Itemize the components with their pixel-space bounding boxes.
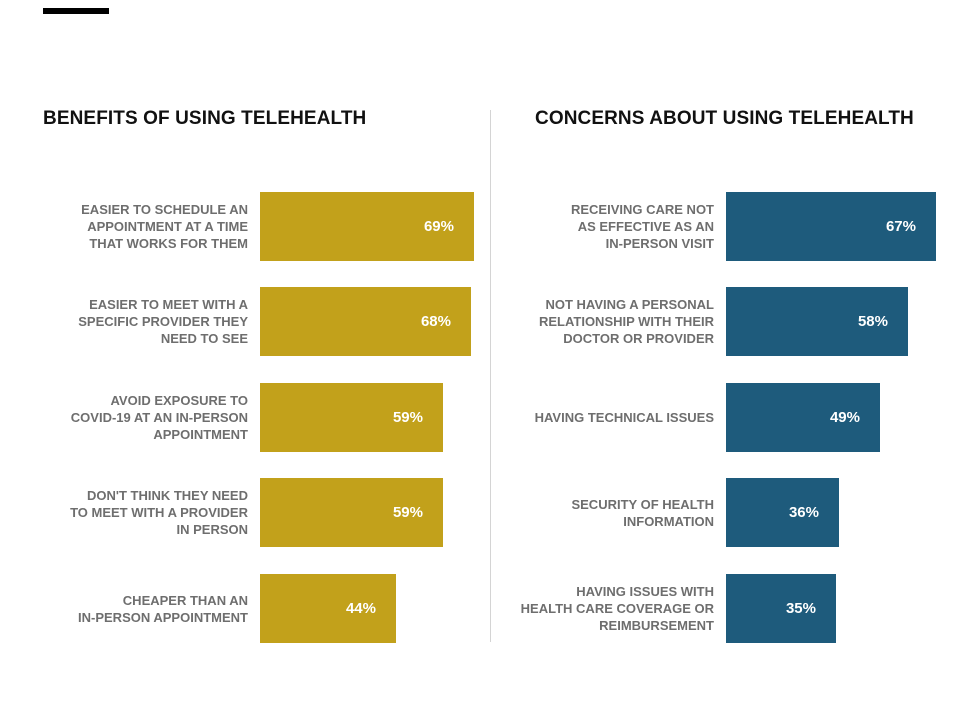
bar: 68% <box>260 287 471 356</box>
bar: 67% <box>726 192 936 261</box>
category-label: Cheaper than an in-person appointment <box>78 592 248 625</box>
category-label: Easier to meet with a specific provider … <box>78 297 248 346</box>
value-label: 36% <box>788 504 819 521</box>
bar: 36% <box>726 478 839 547</box>
value-label: 44% <box>345 600 376 617</box>
value-label: 69% <box>423 218 454 235</box>
value-label: 68% <box>420 313 451 330</box>
category-label: Easier to schedule an appointment at a t… <box>81 202 248 251</box>
category-label: Avoid exposure to COVID-19 at an in-pers… <box>70 393 248 442</box>
category-label: Not having a personal relationship with … <box>538 297 714 346</box>
bar: 49% <box>726 383 880 452</box>
value-label: 49% <box>829 409 860 426</box>
category-label: Having technical issues <box>534 410 714 425</box>
category-label: Having issues with health care coverage … <box>520 584 714 633</box>
bar: 35% <box>726 574 836 643</box>
category-label: Don't think they need to meet with a pro… <box>70 488 248 537</box>
bar: 59% <box>260 478 443 547</box>
value-label: 35% <box>785 600 816 617</box>
value-label: 58% <box>857 313 888 330</box>
accent-bar <box>43 8 109 14</box>
panel-divider <box>490 110 491 642</box>
bar: 44% <box>260 574 396 643</box>
benefits-title: BENEFITS OF USING TELEHEALTH <box>43 108 367 129</box>
value-label: 67% <box>885 218 916 235</box>
bar: 69% <box>260 192 474 261</box>
bar: 58% <box>726 287 908 356</box>
concerns-title: CONCERNS ABOUT USING TELEHEALTH <box>535 108 914 129</box>
category-label: Security of health information <box>571 496 714 529</box>
category-label: Receiving care not as effective as an in… <box>570 202 714 251</box>
value-label: 59% <box>392 409 423 426</box>
value-label: 59% <box>392 504 423 521</box>
bar: 59% <box>260 383 443 452</box>
